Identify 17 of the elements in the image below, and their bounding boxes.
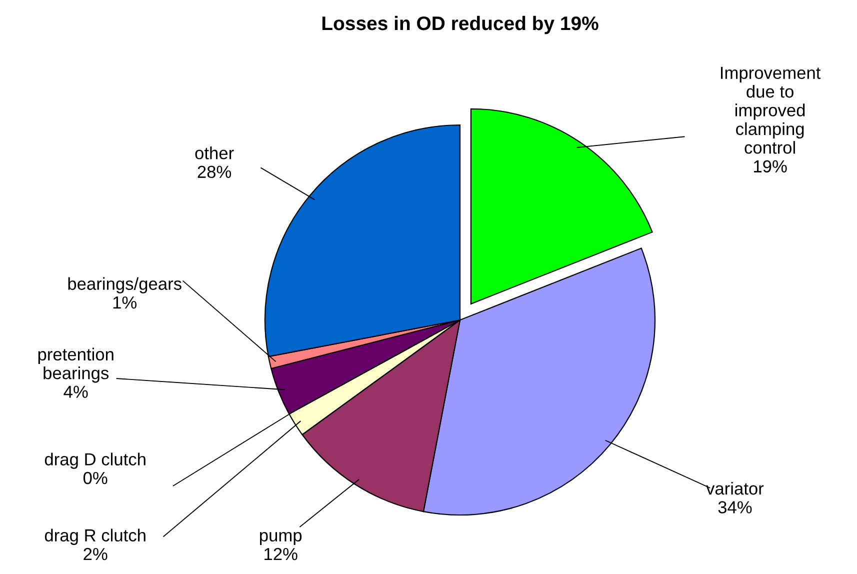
data-label: 19%: [754, 160, 787, 173]
data-label: 34%: [718, 501, 752, 514]
chart-title: Losses in OD reduced by 19%: [322, 16, 598, 34]
category-label: drag D clutch: [44, 452, 146, 469]
data-label: 2%: [84, 548, 108, 560]
slice-label: Improvement due to improved clamping control: [721, 66, 821, 154]
slice-label: pretention bearings: [38, 348, 114, 383]
data-label: 1%: [113, 296, 137, 309]
slice-label: other: [195, 146, 234, 160]
data-label: 12%: [264, 548, 298, 560]
slice-label: variator: [706, 482, 764, 495]
slice-label: bearings/gears: [68, 277, 182, 294]
slice-label: drag R clutch: [44, 528, 146, 545]
data-label: 4%: [64, 386, 88, 398]
text: 0%: [83, 472, 108, 484]
slice-label: pump: [260, 532, 302, 545]
data-label: 28%: [198, 166, 232, 178]
